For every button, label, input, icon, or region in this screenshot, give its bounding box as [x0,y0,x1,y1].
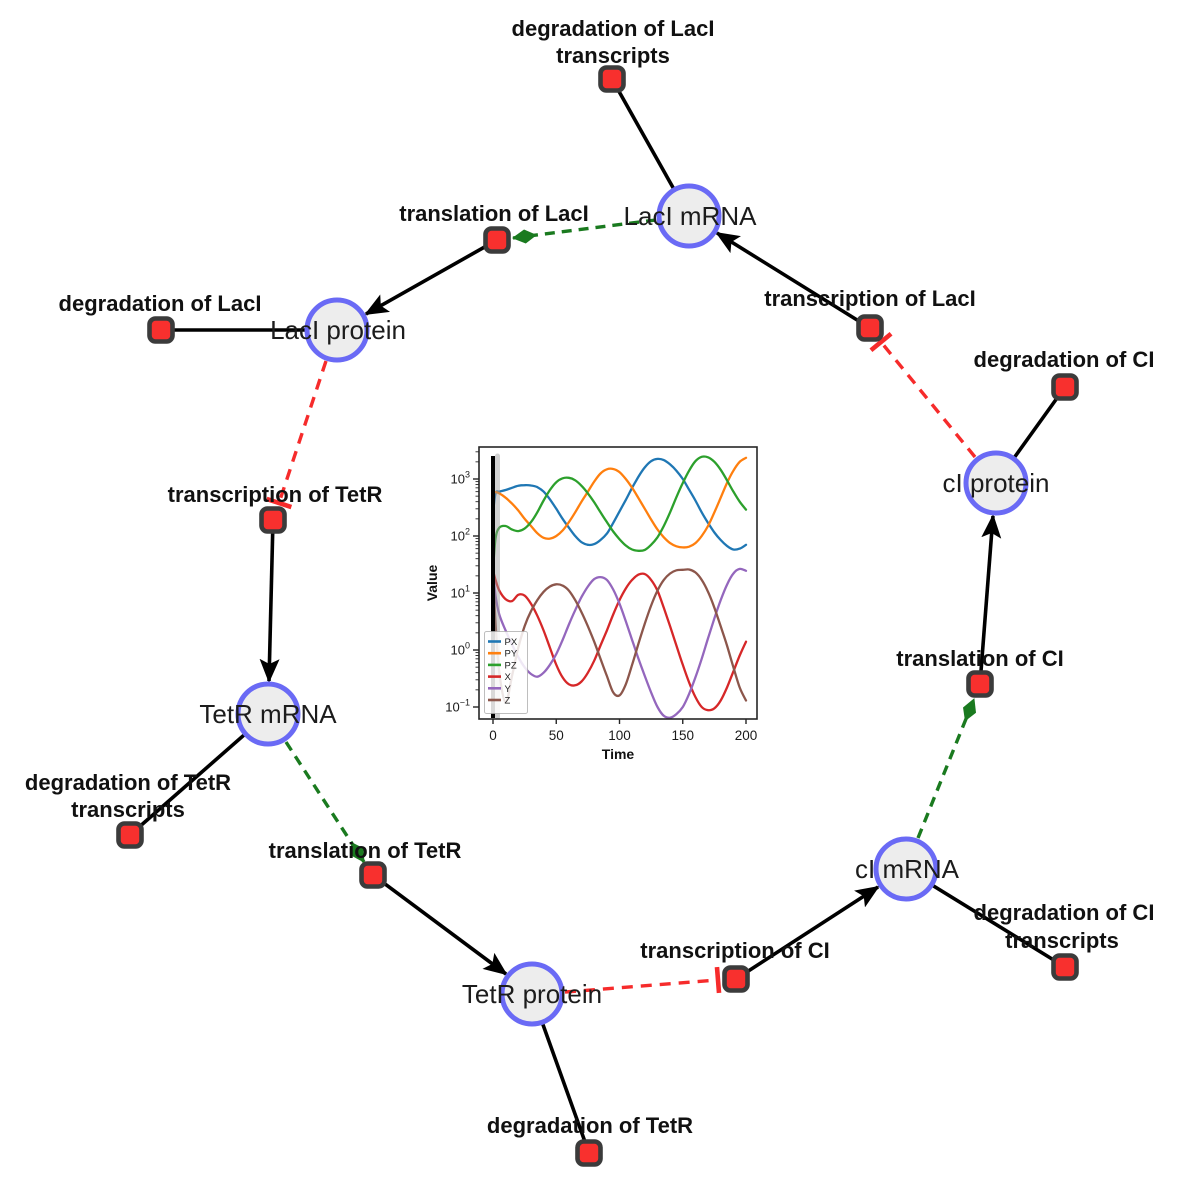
reaction-node-transcription-of-ci[interactable] [722,965,750,993]
reaction-node-translation-of-ci[interactable] [966,670,994,698]
y-tick-label: 101 [451,584,470,601]
reaction-label: transcripts [71,797,185,822]
reaction-label: translation of LacI [399,201,588,226]
inhibition-edge-laci-protein-to-transcription-tetr [265,360,328,510]
inhibition-edge-tetr-protein-to-transcription-ci [564,966,722,994]
species-node-laci-mrna[interactable] [656,183,722,249]
production-edge-translation-laci-to-laci-protein [364,238,498,316]
reaction-label: transcription of TetR [168,482,383,507]
production-edge-transcription-ci-to-ci-mrna [735,885,880,981]
legend-label-X: X [505,672,512,683]
modifier-edge-tetr-mrna-to-translation [284,741,366,863]
reaction-node-translation-of-laci[interactable] [483,226,511,254]
y-tick-label: 102 [451,527,470,544]
curve-group [491,455,748,719]
series-curve-PZ [491,455,748,572]
reaction-label: degradation of LacI [59,291,262,316]
reaction-label: degradation of CI [974,900,1155,925]
reaction-label: transcripts [1005,928,1119,953]
production-edge-translation-tetr-to-tetr-protein [371,873,508,976]
reaction-node-transcription-of-tetr[interactable] [259,506,287,534]
species-label: TetR mRNA [199,699,337,729]
production-edge-transcription-tetr-to-tetr-mrna [259,519,280,683]
x-tick-label: 50 [549,728,564,743]
species-label: TetR protein [462,979,602,1009]
reaction-label: degradation of CI [974,347,1155,372]
series-curve-X [491,569,748,712]
species-node-laci-protein[interactable] [304,297,370,363]
y-tick-label: 100 [451,641,470,658]
species-label: LacI protein [270,315,406,345]
species-node-ci-protein[interactable] [963,450,1029,516]
series-curve-PX [491,457,748,551]
x-tick-label: 0 [489,728,497,743]
chart-frame [478,446,758,720]
legend-label-Y: Y [505,684,512,695]
species-label: LacI mRNA [624,201,758,231]
timecourse-chart: 0 50 100 150 200Time10−1100101102103ValuePXP… [424,446,758,762]
species-node-layer [235,183,1029,1027]
production-edge-transcription-laci-to-laci-mrna [715,231,871,330]
y-tick-label: 10−1 [445,698,470,715]
reaction-label: transcription of CI [640,938,829,963]
reaction-node-transcription-of-laci[interactable] [856,314,884,342]
legend-label-PX: PX [505,637,518,648]
reaction-node-degradation-of-laci-transcripts[interactable] [598,65,626,93]
reaction-label: transcripts [556,43,670,68]
label-layer: degradation of LacI transcripts translat… [25,16,1155,1138]
series-curve-Z [491,568,748,704]
modifier-edge-laci-mrna-to-translation [512,218,657,244]
x-tick-label: 200 [735,728,758,743]
reaction-node-degradation-of-ci-transcripts[interactable] [1051,953,1079,981]
reaction-label: translation of CI [896,646,1063,671]
reaction-node-degradation-of-tetr[interactable] [575,1139,603,1167]
series-curve-Y [491,567,748,719]
reaction-label: degradation of TetR [487,1113,693,1138]
species-node-tetr-protein[interactable] [499,961,565,1027]
reaction-node-degradation-of-ci[interactable] [1051,373,1079,401]
legend-label-PY: PY [505,649,518,660]
x-tick-label: 150 [671,728,694,743]
reaction-node-degradation-of-laci[interactable] [147,316,175,344]
series-curve-PY [491,456,748,549]
reaction-node-layer [116,65,1079,1167]
reaction-label: transcription of LacI [764,286,975,311]
production-edge-translation-ci-to-ci-protein [978,514,1002,685]
legend-label-PZ: PZ [505,660,517,671]
x-axis-title: Time [602,746,635,762]
modifier-edge-ci-mrna-to-translation [916,698,977,839]
reaction-node-translation-of-tetr[interactable] [359,861,387,889]
legend-label-Z: Z [505,696,511,707]
species-label: cI protein [943,468,1050,498]
reaction-label: translation of TetR [269,838,462,863]
reaction-node-degradation-of-tetr-transcripts[interactable] [116,821,144,849]
inhibition-edge-ci-protein-to-transcription-laci [869,331,977,459]
species-node-tetr-mrna[interactable] [235,681,301,747]
y-tick-label: 103 [451,470,470,487]
reaction-label: degradation of TetR [25,770,231,795]
species-node-ci-mrna[interactable] [873,836,939,902]
y-axis-title: Value [424,565,440,602]
reaction-label: degradation of LacI [512,16,715,41]
x-tick-label: 100 [608,728,631,743]
species-label: cI mRNA [855,854,960,884]
